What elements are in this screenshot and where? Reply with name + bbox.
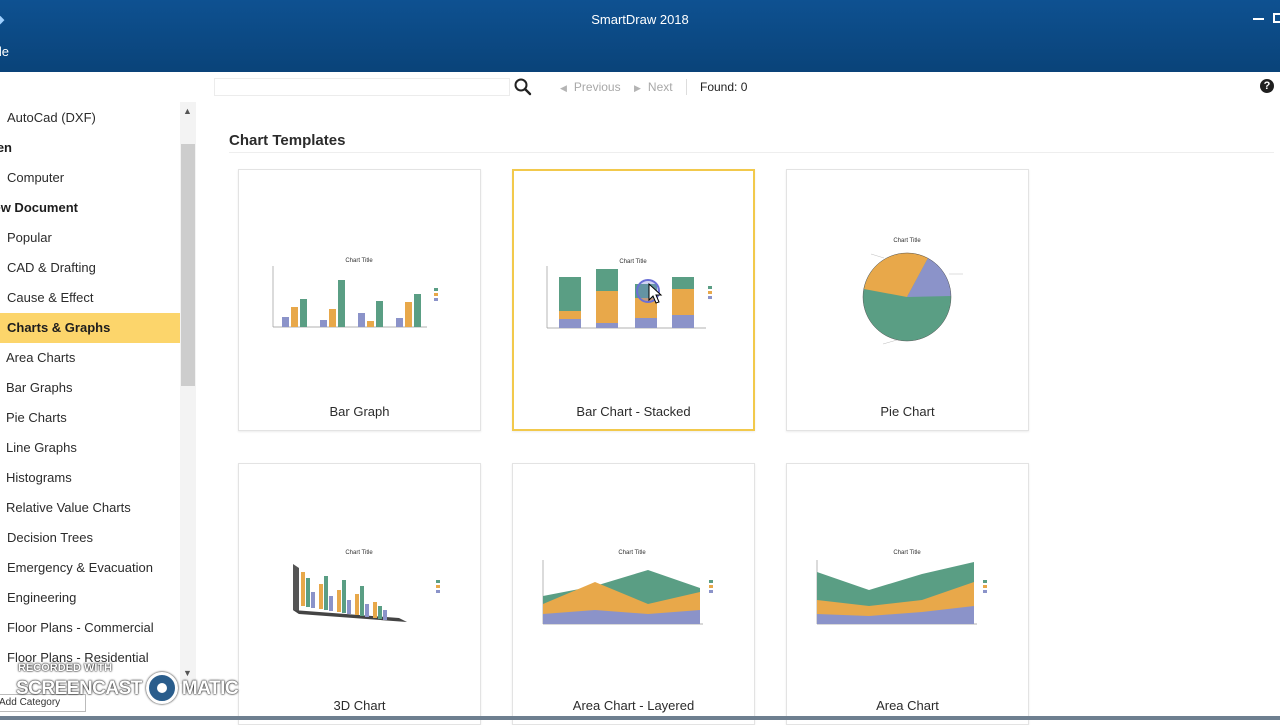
add-category-button[interactable]: Add Category — [0, 694, 86, 712]
search-icon[interactable] — [512, 77, 534, 97]
sidebar-item-label: CAD & Drafting — [7, 260, 96, 275]
template-label: 3D Chart — [333, 698, 386, 713]
sidebar-item-label: Histograms — [6, 470, 72, 485]
area-layered-thumbnail: Chart Title — [542, 550, 713, 625]
screencast-logo-icon — [145, 672, 178, 704]
help-icon[interactable]: ? — [1260, 79, 1274, 93]
sidebar-item-label: Floor Plans - Commercial — [7, 620, 154, 635]
sidebar-item-label: New Document — [0, 200, 78, 215]
minimize-icon[interactable] — [1253, 18, 1264, 20]
sidebar-item-cause-effect[interactable]: Cause & Effect — [0, 283, 180, 313]
sidebar-item-label: Pie Charts — [6, 410, 67, 425]
sidebar-item-area-charts[interactable]: Area Charts — [0, 343, 180, 373]
sidebar-item-computer[interactable]: Computer — [0, 163, 180, 193]
sidebar-scroll-thumb[interactable] — [181, 144, 195, 386]
toolbar-divider — [686, 79, 687, 95]
sidebar-item-bar-graphs[interactable]: Bar Graphs — [0, 373, 180, 403]
sidebar-item-line-graphs[interactable]: Line Graphs — [0, 433, 180, 463]
sidebar-item-popular[interactable]: Popular — [0, 223, 180, 253]
template-card-area-chart[interactable]: Chart Title Area Chart — [786, 463, 1029, 725]
previous-button[interactable]: ◀ Previous — [560, 80, 621, 94]
window-title: SmartDraw 2018 — [591, 12, 689, 27]
section-title: Chart Templates — [229, 132, 346, 149]
sidebar-item-relative-value-charts[interactable]: Relative Value Charts — [0, 493, 180, 523]
sidebar-item-label: Charts & Graphs — [7, 320, 111, 335]
sidebar-item-open[interactable]: Open — [0, 133, 180, 163]
app-icon: ◆ — [0, 14, 5, 26]
template-label: Bar Chart - Stacked — [576, 404, 691, 419]
sidebar-item-label: Popular — [7, 230, 52, 245]
template-card-bar-graph[interactable]: Chart Title Bar Graph — [238, 169, 481, 431]
thumbnail-chart-title: Chart Title — [618, 550, 646, 556]
screencast-watermark: RECORDED WITH SCREENCAST MATIC — [16, 662, 239, 706]
title-bar: ◆ SmartDraw 2018 File — [0, 0, 1280, 72]
watermark-brand-right: MATIC — [181, 678, 239, 700]
3d-chart-thumbnail: Chart Title — [293, 550, 440, 622]
template-label: Bar Graph — [329, 404, 390, 419]
watermark-recorded-with: RECORDED WITH — [18, 662, 113, 674]
sidebar-item-engineering[interactable]: Engineering — [0, 583, 180, 613]
sidebar-item-label: Decision Trees — [7, 530, 93, 545]
thumbnail-chart-title: Chart Title — [345, 550, 373, 556]
chevron-left-icon: ◀ — [560, 83, 567, 93]
pie-chart-thumbnail: Chart Title — [862, 238, 963, 345]
category-sidebar: AutoCad (DXF) Open Computer New Document Pop… — [0, 102, 196, 720]
search-toolbar: ◀ Previous ▶ Next Found: 0 ? — [0, 72, 1280, 102]
chevron-right-icon: ▶ — [634, 83, 641, 93]
sidebar-item-label: Floor Plans - Residential — [7, 650, 149, 665]
sidebar-item-decision-trees[interactable]: Decision Trees — [0, 523, 180, 553]
sidebar-item-autocad-dxf[interactable]: AutoCad (DXF) — [0, 103, 180, 133]
scroll-down-icon[interactable]: ▼ — [183, 668, 192, 678]
sidebar-item-pie-charts[interactable]: Pie Charts — [0, 403, 180, 433]
sidebar-item-label: AutoCad (DXF) — [7, 110, 96, 125]
search-input[interactable] — [214, 78, 510, 96]
sidebar-item-new-document[interactable]: New Document — [0, 193, 180, 223]
sidebar-item-cad-drafting[interactable]: CAD & Drafting — [0, 253, 180, 283]
sidebar-item-label: Engineering — [7, 590, 77, 605]
sidebar-item-label: Line Graphs — [6, 440, 77, 455]
sidebar-item-emergency-evacuation[interactable]: Emergency & Evacuation — [0, 553, 180, 583]
section-divider — [229, 152, 1274, 153]
template-label: Pie Chart — [880, 404, 935, 419]
template-card-3d-chart[interactable]: Chart Title 3D Chart — [238, 463, 481, 725]
sidebar-item-label: Emergency & Evacuation — [7, 560, 153, 575]
thumbnail-chart-title: Chart Title — [345, 258, 373, 264]
template-card-area-chart-layered[interactable]: Chart Title Area Chart - Layered — [512, 463, 755, 725]
found-count: Found: 0 — [700, 80, 748, 94]
stacked-bar-thumbnail: Chart Title — [546, 259, 712, 329]
template-label: Area Chart - Layered — [572, 698, 695, 713]
scroll-up-icon[interactable]: ▲ — [183, 106, 192, 116]
sidebar-item-label: Bar Graphs — [6, 380, 73, 395]
template-card-bar-chart-stacked[interactable]: Chart Title Bar Chart - Stacked — [512, 169, 755, 431]
sidebar-item-label: Computer — [7, 170, 65, 185]
sidebar-item-label: Open — [0, 140, 12, 155]
maximize-icon[interactable] — [1273, 13, 1280, 23]
template-card-pie-chart[interactable]: Chart Title Pie Chart — [786, 169, 1029, 431]
watermark-brand-left: SCREENCAST — [16, 678, 142, 700]
thumbnail-chart-title: Chart Title — [893, 238, 921, 244]
file-menu[interactable]: File — [0, 44, 9, 59]
window-bottom-edge — [0, 716, 1280, 720]
thumbnail-chart-title: Chart Title — [893, 550, 921, 556]
area-chart-thumbnail: Chart Title — [816, 550, 987, 625]
bar-graph-thumbnail: Chart Title — [272, 258, 438, 328]
cursor-icon — [648, 282, 663, 304]
thumbnail-chart-title: Chart Title — [619, 259, 647, 265]
sidebar-item-label: Relative Value Charts — [6, 500, 131, 515]
sidebar-item-histograms[interactable]: Histograms — [0, 463, 180, 493]
next-button[interactable]: ▶ Next — [634, 80, 673, 94]
sidebar-item-label: Cause & Effect — [7, 290, 94, 305]
template-label: Area Chart — [876, 698, 939, 713]
sidebar-item-label: Area Charts — [6, 350, 76, 365]
sidebar-item-charts-graphs[interactable]: Charts & Graphs — [0, 313, 180, 343]
sidebar-item-floor-plans-commercial[interactable]: Floor Plans - Commercial — [0, 613, 180, 643]
template-gallery: Chart Templates Chart Title Bar Graph — [196, 102, 1280, 725]
sidebar-item-floor-plans-residential[interactable]: Floor Plans - Residential — [0, 643, 180, 673]
